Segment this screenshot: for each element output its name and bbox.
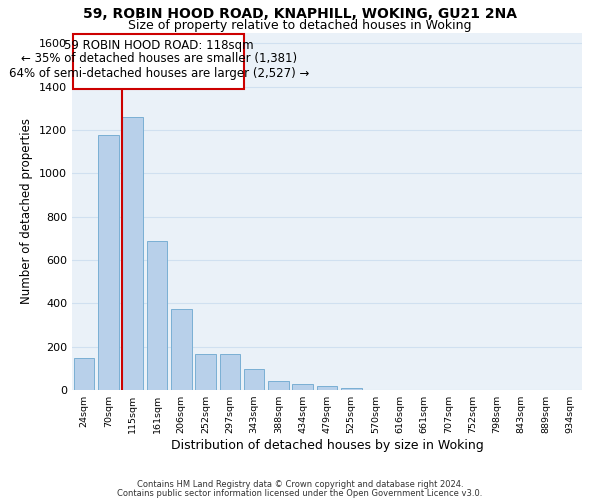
Bar (146, 240, 167, 390)
Bar (268, 382, 289, 390)
Text: Contains public sector information licensed under the Open Government Licence v3: Contains public sector information licen… (118, 488, 482, 498)
Text: ← 35% of detached houses are smaller (1,381): ← 35% of detached houses are smaller (1,… (21, 52, 297, 65)
Text: 59, ROBIN HOOD ROAD, KNAPHILL, WOKING, GU21 2NA: 59, ROBIN HOOD ROAD, KNAPHILL, WOKING, G… (83, 8, 517, 22)
Bar (341, 388, 362, 390)
Bar (122, 117, 143, 390)
Bar (74, 358, 94, 390)
Text: Contains HM Land Registry data © Crown copyright and database right 2024.: Contains HM Land Registry data © Crown c… (137, 480, 463, 489)
Text: 59 ROBIN HOOD ROAD: 118sqm: 59 ROBIN HOOD ROAD: 118sqm (64, 39, 254, 52)
Bar (220, 354, 240, 390)
Bar (317, 386, 337, 390)
Bar (195, 354, 216, 390)
Bar (73, 34, 244, 90)
Bar (292, 384, 313, 390)
Text: Size of property relative to detached houses in Woking: Size of property relative to detached ho… (128, 19, 472, 32)
Text: 64% of semi-detached houses are larger (2,527) →: 64% of semi-detached houses are larger (… (8, 66, 309, 80)
Bar (98, 136, 119, 390)
Y-axis label: Number of detached properties: Number of detached properties (20, 118, 34, 304)
Bar (171, 308, 191, 390)
X-axis label: Distribution of detached houses by size in Woking: Distribution of detached houses by size … (170, 439, 484, 452)
Bar (244, 370, 265, 390)
